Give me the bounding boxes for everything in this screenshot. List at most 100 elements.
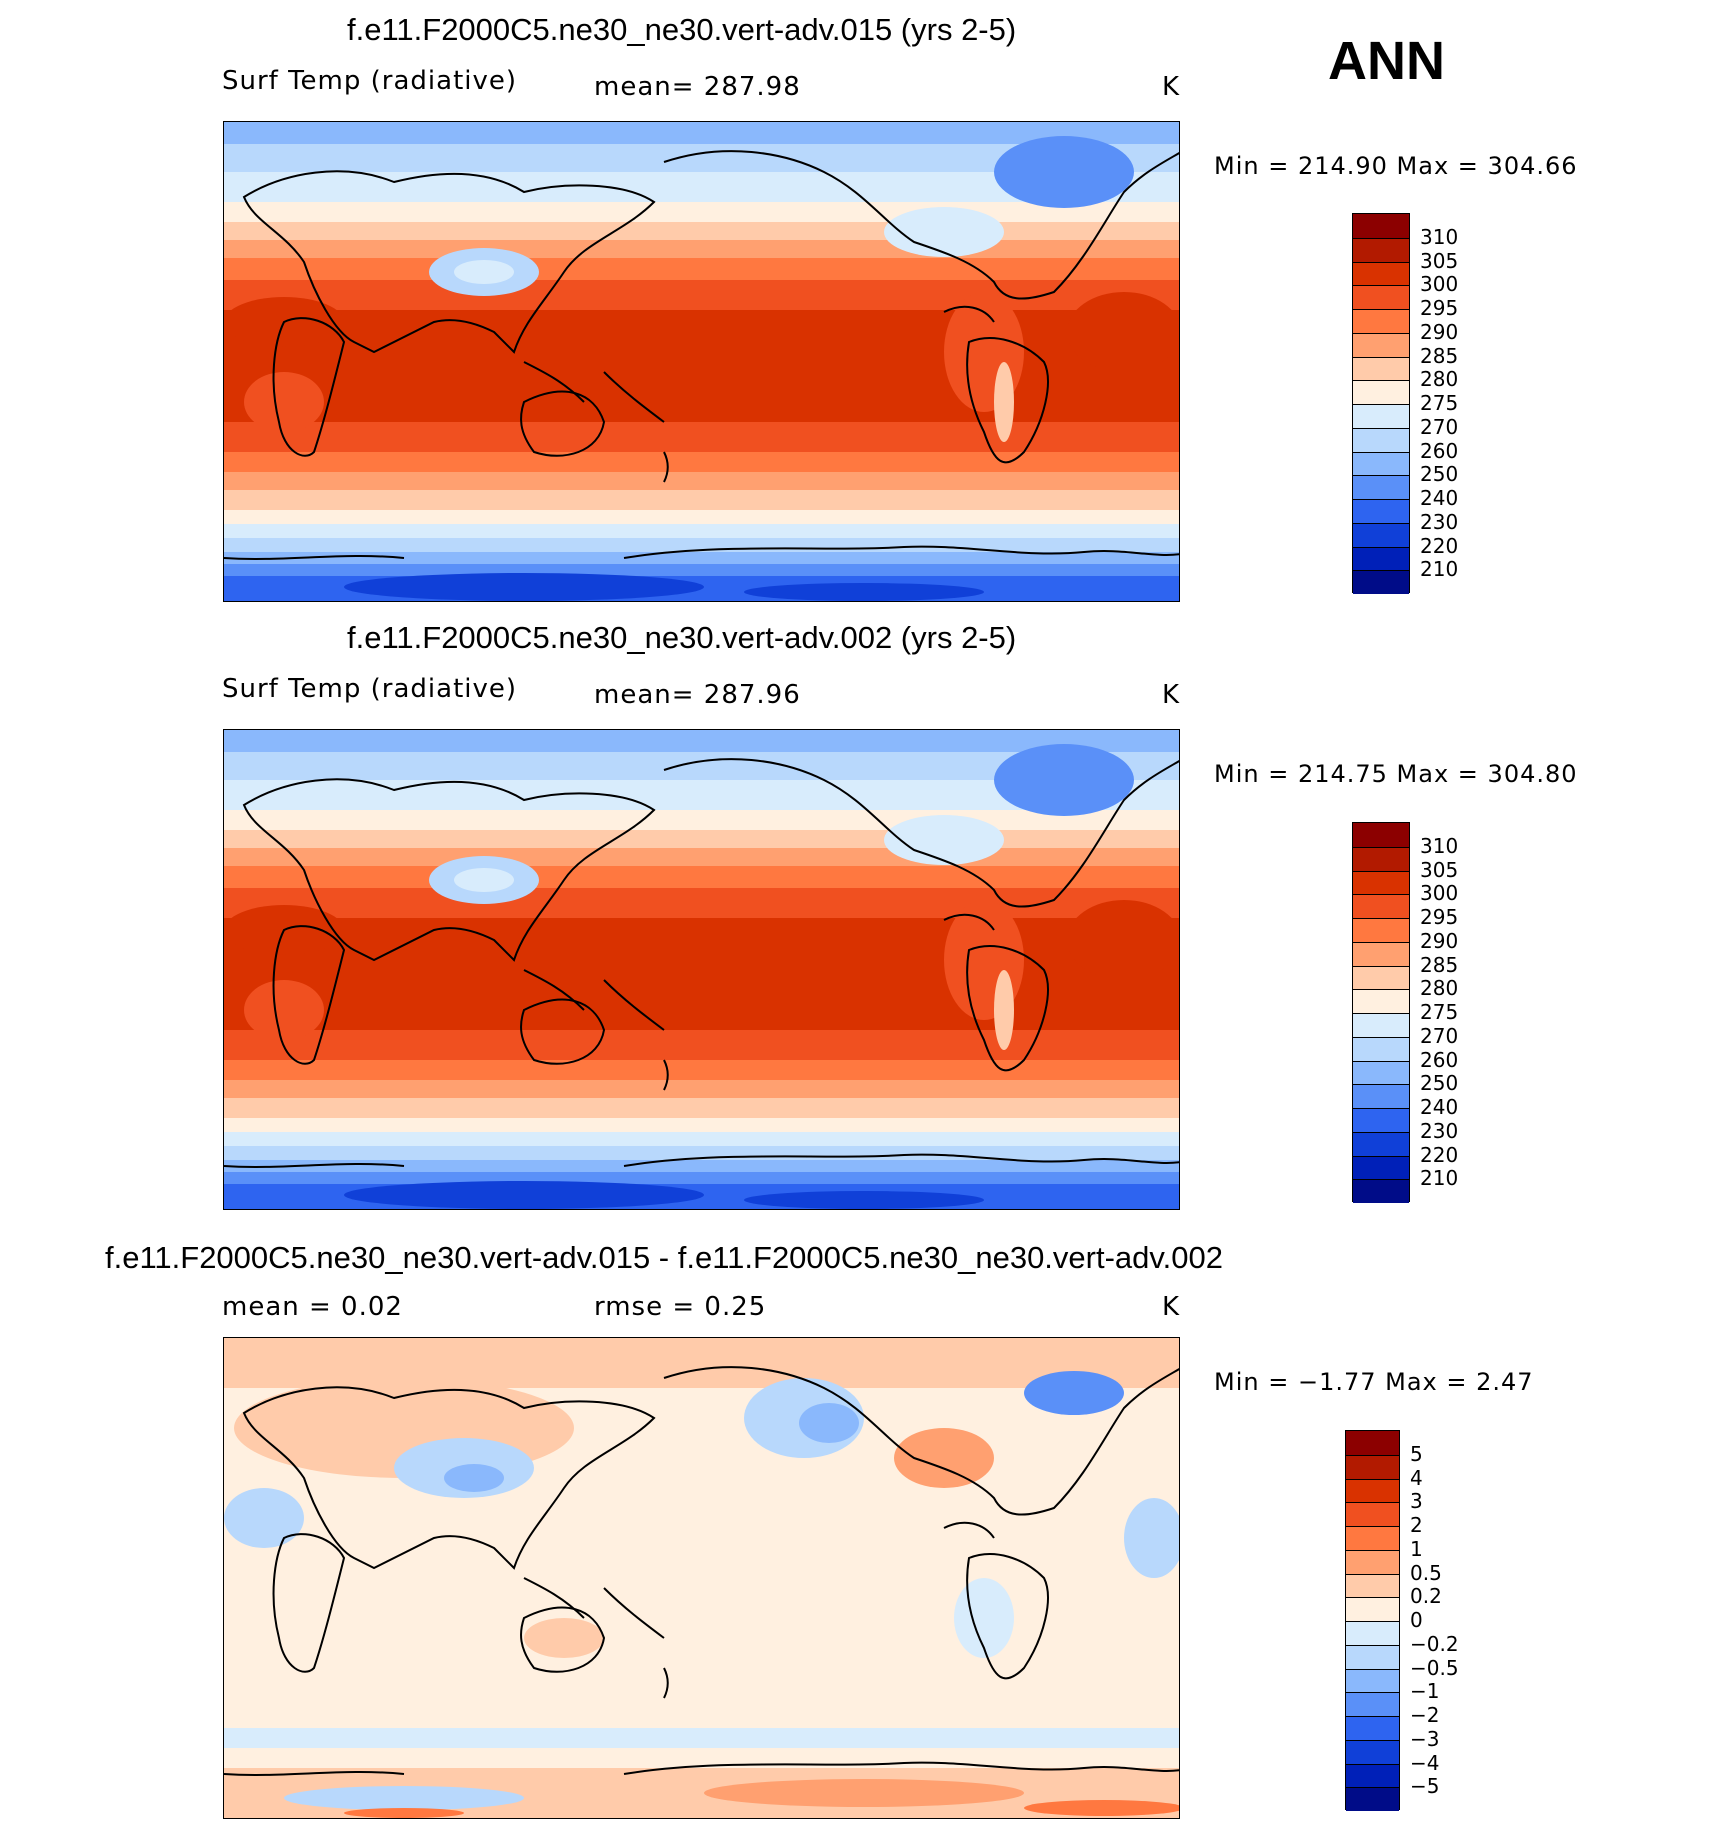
colorbar-tick-label: −5 (1410, 1774, 1440, 1799)
colorbar-swatch (1346, 1573, 1399, 1598)
colorbar-swatch (1353, 499, 1409, 523)
colorbar-swatch (1353, 475, 1409, 499)
colorbar-tick-label: 305 (1420, 857, 1459, 882)
colorbar-tick-label: 305 (1420, 248, 1459, 273)
panel-3-rmse-label: rmse = 0.25 (594, 1292, 767, 1322)
regional-features (224, 136, 1179, 442)
colorbar-tick-label: 1 (1410, 1536, 1423, 1561)
coastlines (224, 1366, 1179, 1776)
coastlines (224, 758, 1179, 1168)
colorbar-swatch (1346, 1787, 1399, 1811)
colorbar-swatch (1353, 823, 1409, 847)
colorbar-tick-label: 3 (1410, 1489, 1423, 1514)
colorbar-swatch (1346, 1502, 1399, 1526)
panel-2-colorbar (1352, 822, 1410, 1203)
panel-1-temperature-map (223, 121, 1180, 602)
colorbar-swatch (1353, 941, 1409, 966)
colorbar-swatch (1346, 1668, 1399, 1693)
colorbar-swatch (1353, 1131, 1409, 1156)
colorbar-swatch (1353, 356, 1409, 381)
colorbar-tick-label: 4 (1410, 1465, 1423, 1490)
colorbar-swatch (1346, 1478, 1399, 1503)
colorbar-tick-label: 310 (1420, 833, 1459, 858)
panel-3-minmax: Min = −1.77 Max = 2.47 (1214, 1368, 1534, 1396)
colorbar-swatch (1353, 451, 1409, 476)
colorbar-swatch (1353, 965, 1409, 990)
colorbar-swatch (1353, 1084, 1409, 1108)
colorbar-swatch (1353, 261, 1409, 286)
colorbar-swatch (1346, 1763, 1399, 1788)
colorbar-tick-label: −0.5 (1410, 1655, 1459, 1680)
colorbar-tick-label: 0.5 (1410, 1560, 1442, 1585)
colorbar-swatch (1353, 846, 1409, 871)
panel-3-difference-map (223, 1337, 1180, 1819)
colorbar-tick-label: 270 (1420, 414, 1459, 439)
colorbar-tick-label: 260 (1420, 438, 1459, 463)
colorbar-swatch (1353, 214, 1409, 238)
colorbar-tick-label: 230 (1420, 1118, 1459, 1143)
colorbar-swatch (1353, 870, 1409, 895)
colorbar-tick-label: 220 (1420, 1142, 1459, 1167)
colorbar-swatch (1346, 1621, 1399, 1645)
colorbar-tick-label: 300 (1420, 272, 1459, 297)
colorbar-swatch (1353, 237, 1409, 262)
colorbar-swatch (1353, 1179, 1409, 1203)
panel-3-colorbar (1345, 1430, 1400, 1811)
panel-2-minmax: Min = 214.75 Max = 304.80 (1214, 760, 1578, 788)
colorbar-tick-label: 295 (1420, 296, 1459, 320)
colorbar-tick-label: −4 (1410, 1750, 1440, 1775)
season-label: ANN (1328, 31, 1445, 91)
colorbar-swatch (1353, 427, 1409, 452)
colorbar-tick-label: 250 (1420, 1071, 1459, 1096)
colorbar-tick-label: −3 (1410, 1726, 1440, 1751)
coastlines (224, 150, 1179, 560)
colorbar-swatch (1353, 285, 1409, 309)
colorbar-swatch (1353, 309, 1409, 333)
colorbar-swatch (1353, 570, 1409, 594)
colorbar-tick-label: 5 (1410, 1441, 1423, 1466)
colorbar-swatch (1353, 1060, 1409, 1085)
colorbar-tick-label: 275 (1420, 1000, 1459, 1024)
colorbar-swatch (1353, 332, 1409, 357)
colorbar-swatch (1353, 1013, 1409, 1037)
colorbar-tick-label: −2 (1410, 1703, 1440, 1727)
panel-3-mean-label: mean = 0.02 (222, 1292, 403, 1322)
colorbar-tick-label: 260 (1420, 1047, 1459, 1072)
panel-2-mean-label: mean= 287.96 (594, 680, 801, 710)
panel-2-title: f.e11.F2000C5.ne30_ne30.vert-adv.002 (yr… (347, 620, 1017, 655)
colorbar-tick-label: 290 (1420, 928, 1459, 953)
colorbar-swatch (1353, 1036, 1409, 1061)
colorbar-swatch (1353, 894, 1409, 918)
colorbar-tick-label: 275 (1420, 391, 1459, 415)
colorbar-swatch (1353, 380, 1409, 404)
colorbar-tick-label: 280 (1420, 367, 1459, 392)
colorbar-swatch (1346, 1692, 1399, 1716)
colorbar-tick-label: 0 (1410, 1608, 1423, 1632)
colorbar-swatch (1353, 918, 1409, 942)
colorbar-swatch (1346, 1431, 1399, 1455)
panel-1-units: K (1162, 72, 1181, 102)
colorbar-swatch (1346, 1454, 1399, 1479)
colorbar-swatch (1353, 546, 1409, 571)
colorbar-tick-label: 0.2 (1410, 1584, 1442, 1609)
colorbar-tick-label: 210 (1420, 557, 1459, 582)
colorbar-tick-label: 285 (1420, 952, 1459, 977)
panel-3-units: K (1162, 1292, 1181, 1322)
panel-1-colorbar (1352, 213, 1410, 594)
colorbar-swatch (1346, 1739, 1399, 1764)
colorbar-tick-label: −0.2 (1410, 1631, 1459, 1656)
colorbar-swatch (1346, 1597, 1399, 1621)
colorbar-tick-label: 300 (1420, 881, 1459, 906)
colorbar-tick-label: 310 (1420, 224, 1459, 249)
colorbar-tick-label: −1 (1410, 1679, 1440, 1704)
colorbar-swatch (1346, 1549, 1399, 1574)
panel-2-temperature-map (223, 729, 1180, 1210)
panel-2-units: K (1162, 680, 1181, 710)
panel-1-title: f.e11.F2000C5.ne30_ne30.vert-adv.015 (yr… (347, 12, 1017, 47)
colorbar-tick-label: 280 (1420, 976, 1459, 1001)
colorbar-tick-label: 210 (1420, 1166, 1459, 1191)
colorbar-swatch (1353, 989, 1409, 1013)
colorbar-tick-label: 270 (1420, 1023, 1459, 1048)
colorbar-tick-label: 250 (1420, 462, 1459, 487)
colorbar-swatch (1346, 1716, 1399, 1740)
